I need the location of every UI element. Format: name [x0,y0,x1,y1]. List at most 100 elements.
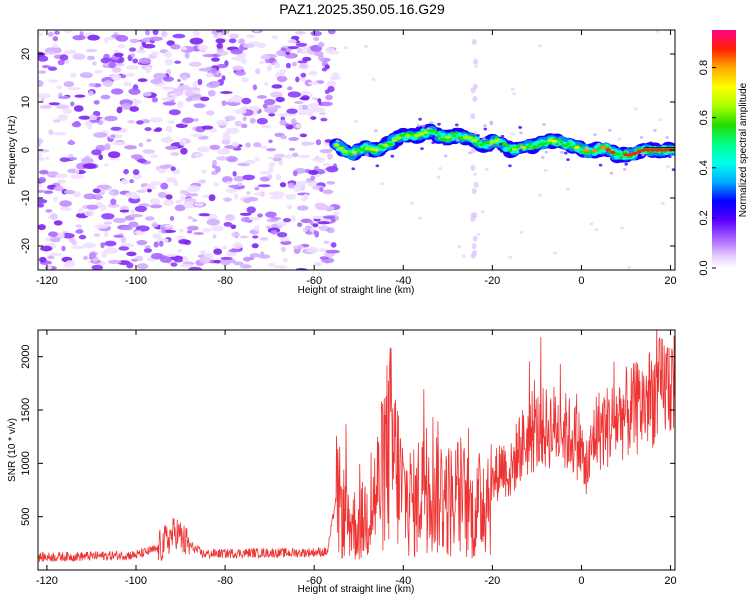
track-core [592,149,598,153]
noise-blob [246,34,256,39]
noise-blob [313,36,320,42]
noise-blob [216,50,229,56]
noise-blob [38,183,43,188]
noise-blob [282,218,292,223]
noise-blob [224,214,236,221]
noise-blob [136,189,146,193]
noise-blob [87,123,92,130]
noise-blob [216,156,229,161]
noise-blob [48,79,59,83]
noise-blob [134,205,147,213]
noise-blob [241,77,249,83]
noise-blob [230,48,244,55]
snr-x-ticks: -120 -100 -80 -60 -40 -20 0 20 [36,330,677,587]
noise-blob [52,131,66,136]
noise-blob [248,216,261,221]
noise-blob [233,242,243,250]
track-fringe [671,168,675,171]
noise-blob [168,109,181,116]
noise-blob [199,249,207,255]
noise-blob [228,249,242,253]
track-fringe [544,150,549,154]
noise-blob [121,226,133,231]
noise-blob [234,120,243,127]
noise-blob [300,218,312,223]
colorbar-tick-label: 0.0 [698,260,710,275]
noise-blob [242,116,247,122]
track-fringe [468,151,472,155]
noise-blob [49,213,59,220]
track-blob [354,148,359,151]
noise-blob [270,91,283,98]
track-fringe [518,126,522,129]
noise-blob [111,141,126,146]
noise-blob [666,165,671,169]
noise-blob [221,75,226,81]
noise-blob [292,170,298,177]
noise-blob [157,191,167,199]
noise-blob [38,55,49,62]
noise-blob [169,216,175,221]
noise-blob [93,132,108,138]
noise-blob [237,182,243,187]
track-fringe [421,124,426,128]
noise-blob [295,76,300,83]
noise-blob [38,198,48,204]
noise-blob [98,154,103,161]
noise-blob [116,106,123,114]
track-blob [434,131,439,135]
noise-blob [117,44,126,49]
spectrogram-y-label: Frequency (Hz) [7,116,18,185]
noise-blob [40,245,53,252]
noise-blob [228,33,239,39]
noise-blob [192,81,198,88]
noise-speckle [38,30,675,270]
noise-blob [69,72,77,78]
track-fringe [431,135,436,138]
noise-blob [104,230,109,238]
noise-blob [251,243,259,249]
noise-blob [308,170,319,175]
noise-blob [296,192,310,196]
spectrogram-x-tick-label: -120 [36,275,58,287]
noise-blob [145,30,150,36]
noise-blob [293,101,304,104]
noise-blob [222,197,233,202]
noise-blob [103,163,109,167]
noise-blob [91,264,104,270]
noise-blob [213,248,223,255]
noise-blob [223,30,230,35]
track-blob [586,152,590,155]
noise-blob [48,66,58,71]
noise-blob [193,103,205,108]
noise-blob [170,262,178,267]
noise-blob [322,215,336,219]
noise-blob [40,97,45,103]
noise-blob [197,146,210,153]
snr-frame [37,329,676,571]
noise-blob [130,209,136,214]
track-fringe [390,154,395,158]
noise-blob [93,233,101,237]
noise-blob [120,178,129,185]
noise-blob [126,262,134,269]
track-core [462,135,469,139]
noise-blob [136,263,149,270]
noise-blob [161,226,166,234]
track-core [551,139,558,143]
track-core [511,147,518,151]
track-fringe [584,147,589,150]
noise-blob [110,134,116,138]
noise-blob [133,173,142,180]
noise-blob [123,81,132,87]
noise-blob [299,133,307,138]
noise-blob [259,145,268,149]
noise-blob [187,225,199,231]
noise-blob [276,232,288,238]
noise-blob [88,90,94,97]
noise-blob [217,32,222,38]
noise-blob [207,90,216,97]
noise-blob [89,114,98,120]
noise-blob [472,212,478,219]
